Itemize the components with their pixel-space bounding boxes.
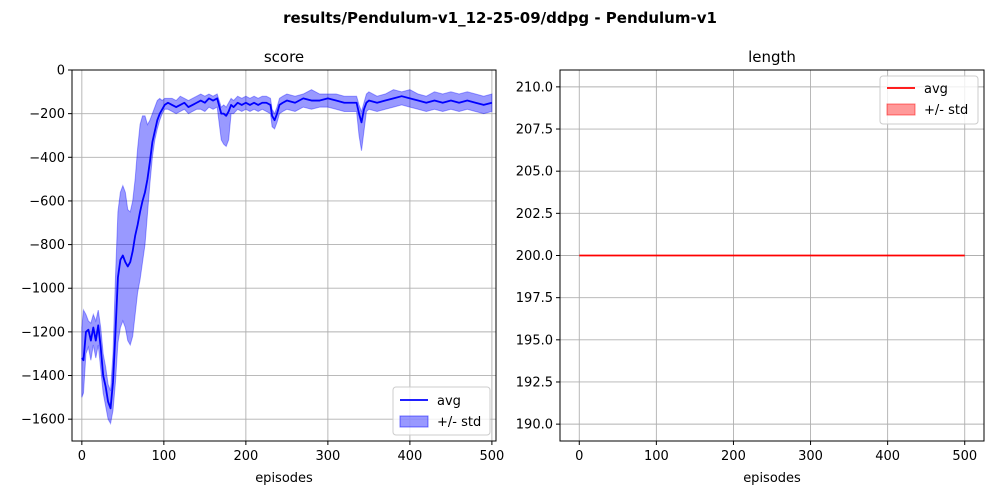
length-y-tick-label: 200.0 [516,249,553,264]
score-x-tick-label: 300 [315,449,340,464]
score-legend-std-swatch [399,415,429,428]
length-y-tick-label: 207.5 [516,123,553,138]
score-legend-std-label: +/- std [437,415,481,430]
score-x-tick-label: 500 [479,449,504,464]
length-x-tick-label: 0 [575,449,583,464]
score-y-tick-label: −1600 [21,413,65,428]
score-plot-frame [71,69,497,442]
length-legend-std-swatch [886,103,916,116]
length-panel-title: length [748,48,796,66]
length-y-tick-label: 205.0 [516,165,553,180]
score-x-tick-label: 200 [233,449,258,464]
score-legend: avg +/- std [392,386,491,436]
length-x-tick-label: 500 [952,449,977,464]
score-y-tick-label: −200 [29,107,65,122]
length-legend-std-label: +/- std [924,103,968,118]
score-y-tick-label: −1200 [21,325,65,340]
length-x-tick-label: 200 [721,449,746,464]
score-avg-line [81,95,493,410]
length-y-tick-label: 195.0 [516,333,553,348]
length-legend-avg-label: avg [924,82,948,97]
score-x-tick-label: 400 [397,449,422,464]
length-y-tick-label: 197.5 [516,291,553,306]
score-x-axis-label: episodes [255,471,313,486]
score-y-tick-label: −1000 [21,282,65,297]
score-y-tick-label: −600 [29,194,65,209]
length-x-axis-label: episodes [743,471,801,486]
score-y-tick-label: 0 [57,64,65,79]
length-legend: avg +/- std [879,75,979,125]
score-y-tick-label: −1400 [21,369,65,384]
score-legend-box [392,386,491,436]
length-x-tick-label: 400 [875,449,900,464]
score-x-tick-label: 100 [151,449,176,464]
figure-title: results/Pendulum-v1_12-25-09/ddpg - Pend… [283,9,717,27]
length-y-tick-label: 210.0 [516,80,553,95]
score-panel-title: score [264,48,304,66]
score-std-band [81,89,493,425]
length-y-tick-label: 202.5 [516,207,553,222]
score-legend-avg-label: avg [437,394,461,409]
length-y-tick-label: 192.5 [516,375,553,390]
score-panel: score 0 100 200 300 400 500 0 −200 −400 −600 −800 −… [21,48,504,486]
score-y-tick-label: −400 [29,151,65,166]
length-panel: length 0 100 200 300 400 500 190.0 192.5 195.0 19… [516,48,985,486]
score-y-tick-label: −800 [29,238,65,253]
score-x-tick-label: 0 [78,449,86,464]
length-y-tick-label: 190.0 [516,418,553,433]
length-x-tick-label: 100 [644,449,669,464]
length-x-tick-label: 300 [798,449,823,464]
